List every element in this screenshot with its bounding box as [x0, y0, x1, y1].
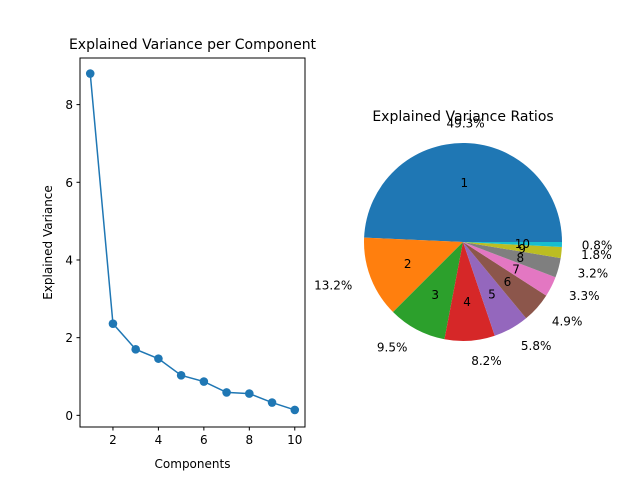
pie-pct-label: 3.3%	[569, 289, 600, 303]
pie-labels: 1 49.3% 2 13.2% 3 9.5% 4 8.2% 5 5.8% 6 4.9% 7 3.3% 8 3.…	[314, 117, 612, 368]
data-point	[267, 398, 277, 407]
x-axis-ticks: 2 4 6 8 10	[109, 427, 302, 447]
pie-slice-label: 4	[463, 295, 471, 309]
pie-chart-title: Explained Variance Ratios	[372, 109, 553, 125]
line-chart: Explained Variance per Component 2 4 6 8 10 …	[41, 37, 317, 471]
pie-pct-label: 9.5%	[377, 340, 408, 354]
x-tick-label: 8	[245, 433, 253, 447]
x-tick-label: 6	[200, 433, 208, 447]
y-tick-label: 0	[65, 409, 73, 423]
y-tick-label: 6	[65, 176, 73, 190]
pie-pct-label: 13.2%	[314, 279, 352, 293]
pie-wedge-1	[364, 142, 562, 242]
data-point	[222, 388, 231, 397]
pie-pct-label: 3.2%	[578, 266, 609, 280]
pie-slice-label: 2	[404, 257, 412, 271]
pie-wedge-5	[463, 242, 527, 336]
pie-pct-label: 49.3%	[447, 117, 485, 131]
pie-wedge-8	[463, 242, 561, 278]
pie-wedges	[363, 142, 562, 341]
pie-pct-label: 4.9%	[552, 314, 583, 328]
pie-wedge-6	[463, 242, 547, 319]
pie-wedge-7	[463, 242, 556, 296]
pie-slice-label: 7	[512, 262, 520, 276]
pie-wedge-4	[444, 242, 495, 341]
pie-wedge-3	[392, 242, 463, 340]
data-point	[290, 405, 300, 415]
pie-slice-label: 9	[518, 242, 526, 256]
pie-slice-label: 8	[517, 251, 525, 265]
x-axis-label: Components	[155, 457, 231, 471]
data-point	[154, 354, 163, 363]
y-tick-label: 2	[65, 331, 73, 345]
data-point	[85, 69, 95, 78]
y-tick-label: 8	[65, 98, 73, 112]
line-chart-title: Explained Variance per Component	[69, 37, 317, 53]
x-tick-label: 2	[109, 433, 117, 447]
pie-wedge-9	[463, 242, 562, 259]
data-point	[131, 345, 140, 354]
pie-wedge-2	[363, 237, 463, 313]
data-point	[245, 389, 254, 398]
pie-slice-label: 3	[431, 288, 439, 302]
line-series	[85, 69, 300, 415]
pie-slice-label: 6	[504, 275, 512, 289]
pie-wedge-10	[463, 242, 562, 247]
y-tick-label: 4	[65, 253, 73, 267]
x-tick-label: 4	[155, 433, 163, 447]
y-axis-ticks: 0 2 4 6 8	[65, 98, 80, 423]
x-tick-label: 10	[287, 433, 302, 447]
y-axis-label: Explained Variance	[41, 185, 55, 300]
data-point	[199, 377, 209, 386]
pie-pct-label: 0.8%	[582, 238, 613, 252]
pie-slice-label: 1	[460, 176, 468, 190]
pie-pct-label: 8.2%	[471, 354, 502, 368]
line-chart-plot-area	[79, 57, 306, 428]
data-point	[176, 371, 186, 380]
series-line	[89, 73, 296, 411]
pie-slice-label: 5	[488, 287, 496, 301]
pie-pct-label: 1.8%	[581, 248, 612, 262]
pie-chart: Explained Variance Ratios 1 49.3% 2 13.2% 3 9…	[314, 109, 612, 368]
pie-slice-label: 10	[515, 237, 530, 251]
pie-pct-label: 5.8%	[521, 339, 552, 353]
data-point	[108, 319, 118, 328]
